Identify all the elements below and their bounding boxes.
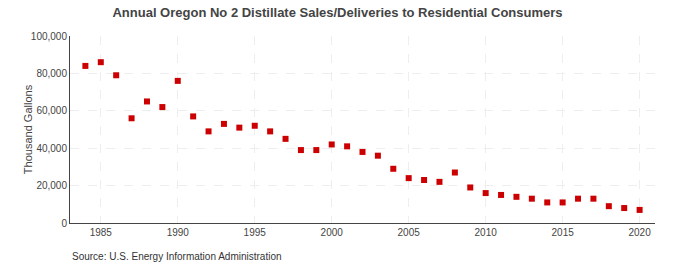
svg-text:80,000: 80,000 xyxy=(36,68,67,79)
svg-text:40,000: 40,000 xyxy=(36,143,67,154)
svg-text:Annual Oregon No 2 Distillate: Annual Oregon No 2 Distillate Sales/Deli… xyxy=(112,5,562,20)
svg-text:2015: 2015 xyxy=(552,227,575,238)
svg-text:Source: U.S. Energy Informatio: Source: U.S. Energy Information Administ… xyxy=(72,251,282,262)
svg-text:1990: 1990 xyxy=(167,227,190,238)
svg-text:Thousand Gallons: Thousand Gallons xyxy=(22,84,34,174)
svg-text:2020: 2020 xyxy=(628,227,651,238)
svg-text:2005: 2005 xyxy=(398,227,421,238)
svg-text:2010: 2010 xyxy=(475,227,498,238)
svg-text:100,000: 100,000 xyxy=(31,31,68,42)
svg-text:2000: 2000 xyxy=(321,227,344,238)
svg-text:20,000: 20,000 xyxy=(36,180,67,191)
svg-text:60,000: 60,000 xyxy=(36,105,67,116)
svg-text:1985: 1985 xyxy=(90,227,113,238)
svg-text:0: 0 xyxy=(61,218,67,229)
svg-text:1995: 1995 xyxy=(244,227,267,238)
